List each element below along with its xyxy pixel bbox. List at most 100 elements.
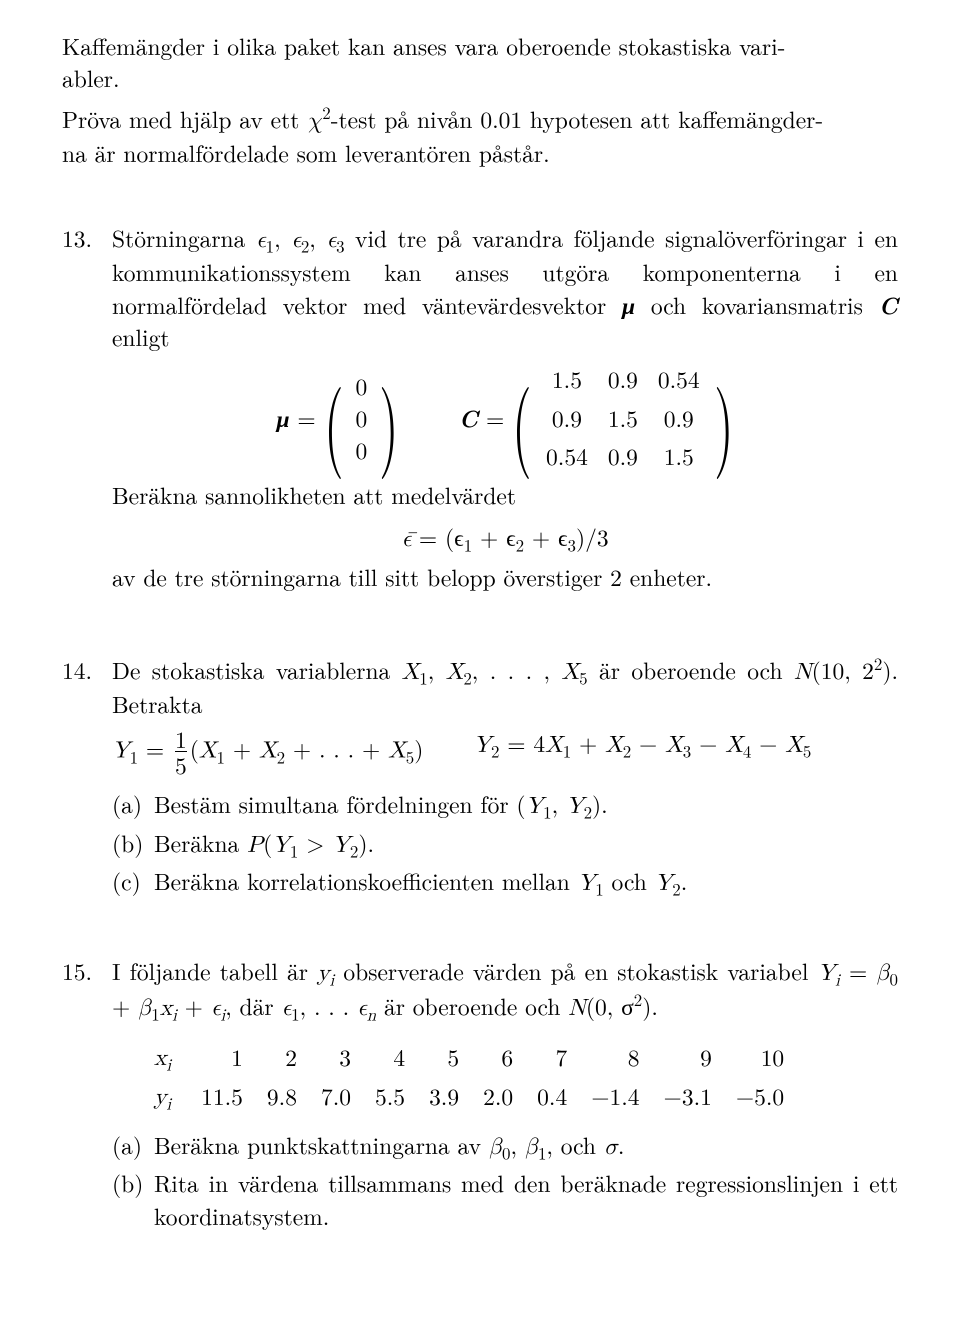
beta: β	[876, 961, 889, 985]
text: , där	[225, 989, 281, 1022]
Y: Y	[578, 871, 596, 895]
text: −	[631, 726, 665, 759]
text: >	[298, 826, 332, 859]
text: +	[225, 731, 259, 764]
sub: 0	[890, 967, 898, 991]
p14-c: (c) Beräkna korrelationskoefficienten me…	[112, 865, 898, 899]
text: Bestäm simultana fördelningen för (Y1, Y…	[154, 788, 898, 822]
text: + ϵ	[524, 520, 567, 553]
P: P	[247, 833, 263, 857]
text: = (ϵ	[411, 520, 464, 553]
intro-p2: Pröva med hjälp av ett χ2-test på nivån …	[62, 103, 898, 170]
C: C	[459, 401, 478, 435]
cell: 10	[724, 1038, 796, 1076]
text: −	[751, 726, 785, 759]
cell: 7.0	[309, 1077, 363, 1115]
p14-b: (b) Beräkna P(Y1 > Y2).	[112, 827, 898, 861]
sub: 3	[683, 738, 691, 762]
sub: 4	[743, 738, 751, 762]
text: I följande tabell är	[112, 954, 317, 987]
x: x	[160, 996, 172, 1020]
eps: ϵ	[281, 996, 291, 1020]
paren-icon: (	[324, 382, 344, 454]
text: , och	[546, 1128, 603, 1161]
eps: ϵ	[357, 996, 367, 1020]
problem-13: 13. Störningarna ϵ1, ϵ2, ϵ3 vid tre på v…	[62, 222, 898, 602]
sub: 2	[672, 877, 680, 901]
X: X	[665, 733, 683, 757]
sub: 1	[130, 744, 138, 768]
problem-14: 14. De stokastiska variablerna X1, X2, .…	[62, 654, 898, 903]
y: y	[317, 961, 329, 985]
cell: 0.9	[608, 440, 638, 472]
hyphen: -	[815, 102, 823, 135]
label: (c)	[112, 865, 154, 899]
Y: Y	[526, 794, 544, 818]
text: + ϵ	[472, 520, 515, 553]
p13-text: Störningarna ϵ1, ϵ2, ϵ3 vid tre på varan…	[112, 222, 898, 354]
sub: 5	[579, 666, 587, 690]
cell: 5.5	[363, 1077, 417, 1115]
cell: 0.4	[525, 1077, 579, 1115]
Y: Y	[655, 871, 673, 895]
mu-def: μ = ( 0 0 0 )	[277, 370, 400, 465]
p13-line2: Beräkna sannolikheten att medelvärdet	[112, 479, 898, 511]
cell: 11.5	[189, 1077, 255, 1115]
C-matrix: 1.5 0.9 0.54 0.9 1.5 0.9 0.54 0.9 1.5	[540, 363, 706, 472]
sub: 1	[419, 666, 427, 690]
sigma: σ	[604, 1135, 618, 1159]
paren-icon: )	[714, 382, 734, 454]
eps: ϵ	[326, 228, 336, 252]
chi: χ	[307, 109, 322, 133]
text: (10, 2	[812, 653, 874, 686]
problem-number: 14.	[62, 654, 112, 903]
table-row-x: xi 1 2 3 4 5 6 7 8 9 10	[142, 1038, 796, 1076]
cell: 2.0	[471, 1077, 525, 1115]
sub: 2	[623, 738, 631, 762]
X: X	[402, 660, 420, 684]
p14-a: (a) Bestäm simultana fördelningen för (Y…	[112, 788, 898, 822]
text: Beräkna punktskattningarna av	[154, 1128, 489, 1161]
Y2-def: Y2 = 4X1 + X2 − X3 − X4 − X5	[473, 727, 811, 778]
sub: 1	[217, 744, 225, 768]
text: De stokastiska variablerna	[112, 653, 402, 686]
beta: β	[525, 1135, 538, 1159]
epsbar: ¯ϵ	[401, 527, 411, 551]
sub: 2	[584, 800, 592, 824]
cell: −5.0	[724, 1077, 796, 1115]
label: (b)	[112, 827, 154, 861]
row-label: xi	[142, 1038, 189, 1076]
cell: 4	[363, 1038, 417, 1076]
den: 5	[175, 751, 187, 778]
text: Rita in värdena tillsammans med den berä…	[154, 1167, 898, 1232]
label: (a)	[112, 788, 154, 822]
text: -test på nivån 0.01 hypotesen att kaffem…	[331, 102, 816, 135]
eq: =	[478, 401, 504, 434]
text: )/3	[576, 520, 609, 553]
cell: 1.5	[658, 440, 700, 472]
text: Pröva med hjälp av ett	[62, 102, 307, 135]
problem-number: 15.	[62, 955, 112, 1236]
text: ).	[592, 787, 608, 820]
label: (a)	[112, 1129, 154, 1163]
hyphen: -	[778, 29, 786, 62]
cell: 0	[356, 370, 368, 402]
cell: 1	[189, 1038, 255, 1076]
text: , . . .	[300, 989, 357, 1022]
text: .	[618, 1128, 625, 1161]
cell: 6	[471, 1038, 525, 1076]
problem-body: Störningarna ϵ1, ϵ2, ϵ3 vid tre på varan…	[112, 222, 898, 602]
sub: 3	[568, 533, 576, 557]
paren-icon: (	[512, 382, 532, 454]
y-defs: Y1 = 15(X1 + X2 + . . . + X5) Y2 = 4X1 +…	[112, 727, 898, 778]
text: +	[112, 989, 138, 1022]
X: X	[446, 660, 464, 684]
p15-text: I följande tabell är yi observerade värd…	[112, 955, 898, 1024]
eps: ϵ	[256, 228, 266, 252]
matrix-block: μ = ( 0 0 0 ) C = ( 1.5 0.9 0.54 0.9 1	[112, 363, 898, 472]
table-row-y: yi 11.5 9.8 7.0 5.5 3.9 2.0 0.4 −1.4 −3.…	[142, 1077, 796, 1115]
text: (0, σ	[586, 989, 634, 1022]
text: +	[177, 989, 211, 1022]
text: Störningarna	[112, 221, 256, 254]
Y: Y	[112, 738, 130, 762]
